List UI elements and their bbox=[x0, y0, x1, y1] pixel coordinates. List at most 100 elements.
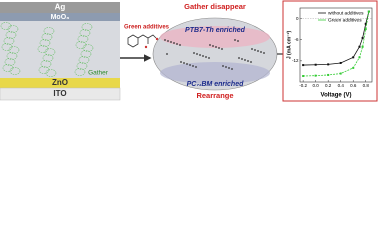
point bbox=[352, 66, 355, 69]
domain bbox=[9, 67, 21, 75]
region-label: PC₇₁BM enriched bbox=[187, 81, 244, 88]
molecule-dot bbox=[202, 55, 204, 57]
molecule-dot bbox=[166, 53, 168, 55]
molecule-dot bbox=[260, 51, 262, 53]
domain bbox=[77, 35, 89, 43]
molecule-dot bbox=[164, 39, 166, 41]
molecule-dot bbox=[247, 60, 249, 62]
molecule-dot bbox=[251, 48, 253, 50]
domain bbox=[78, 56, 90, 64]
graphic: Ag MoO₃ ZnO ITO Gather Green additives G… bbox=[0, 0, 378, 102]
domain bbox=[44, 48, 56, 56]
ito-layer bbox=[0, 87, 121, 101]
point bbox=[361, 45, 364, 48]
molecule-dot bbox=[180, 61, 182, 63]
legend-label: without additives bbox=[328, 10, 364, 16]
domain bbox=[82, 44, 94, 52]
molecule-dot bbox=[170, 41, 172, 43]
chart: -0.2 0.0 0.2 0.4 0.6 0.8 0 -6 -12 Voltage (V) J (m… bbox=[286, 7, 373, 99]
layer-label: Ag bbox=[55, 3, 66, 12]
x-axis-label: Voltage (V) bbox=[321, 93, 352, 99]
donor-region bbox=[160, 26, 270, 48]
domain bbox=[45, 69, 57, 77]
point bbox=[327, 73, 330, 76]
molecule-dot bbox=[231, 68, 233, 70]
point bbox=[364, 28, 367, 31]
molecule-dot bbox=[222, 65, 224, 67]
domain bbox=[76, 62, 88, 70]
y-tick-label: -6 bbox=[294, 37, 298, 42]
blend-domains bbox=[0, 22, 94, 77]
legend-label: Green additives bbox=[328, 17, 362, 23]
point bbox=[358, 45, 361, 48]
molecule-dot bbox=[167, 40, 169, 42]
molecule-dot bbox=[218, 47, 220, 49]
molecule-dot bbox=[221, 48, 223, 50]
moo3-layer bbox=[0, 13, 120, 21]
molecule-dot bbox=[212, 45, 214, 47]
x-tick-label: 0.4 bbox=[338, 83, 345, 88]
acceptor-region bbox=[160, 62, 270, 84]
molecule-dot bbox=[225, 66, 227, 68]
layer-label: ZnO bbox=[52, 78, 68, 87]
molecule bbox=[127, 34, 159, 49]
molecule-dot bbox=[186, 63, 188, 65]
domain bbox=[42, 54, 54, 62]
y-tick-label: -12 bbox=[292, 58, 299, 63]
domain bbox=[4, 58, 16, 66]
additive-label: Green additives bbox=[124, 25, 170, 31]
molecule-dot bbox=[241, 58, 243, 60]
molecule-dot bbox=[205, 56, 207, 58]
molecule-dot bbox=[250, 61, 252, 63]
point bbox=[364, 22, 367, 25]
molecule-dot bbox=[209, 44, 211, 46]
molecule-dot bbox=[208, 57, 210, 59]
ag-layer bbox=[0, 2, 120, 13]
domain bbox=[43, 27, 55, 35]
x-tick-label: 0.8 bbox=[363, 83, 370, 88]
molecule-dot bbox=[193, 52, 195, 54]
molecule-dot bbox=[173, 42, 175, 44]
domain bbox=[40, 60, 52, 68]
x-tick-label: 0.6 bbox=[350, 83, 357, 88]
domain bbox=[41, 33, 53, 41]
point bbox=[327, 63, 330, 66]
molecule-dot bbox=[254, 49, 256, 51]
layer-label: MoO₃ bbox=[51, 14, 70, 21]
molecule-dot bbox=[238, 57, 240, 59]
x-tick-label: 0.2 bbox=[325, 83, 332, 88]
molecule-dot bbox=[257, 50, 259, 52]
molecule-dot bbox=[244, 59, 246, 61]
y-axis-label: J (mA cm⁻²) bbox=[286, 31, 292, 60]
molecule-dot bbox=[196, 53, 198, 55]
molecule-dot bbox=[195, 66, 197, 68]
molecule-dot bbox=[237, 40, 239, 42]
domain bbox=[8, 46, 20, 54]
point bbox=[302, 75, 305, 78]
point bbox=[339, 61, 342, 64]
domain bbox=[7, 25, 19, 33]
molecule-dot bbox=[176, 43, 178, 45]
point bbox=[352, 56, 355, 59]
point bbox=[314, 74, 317, 77]
domain bbox=[3, 37, 15, 45]
x-tick-label: -0.2 bbox=[299, 83, 307, 88]
molecule-dot bbox=[228, 67, 230, 69]
point bbox=[361, 36, 364, 39]
zno-layer bbox=[0, 78, 120, 88]
domain bbox=[5, 31, 17, 39]
domain bbox=[74, 68, 86, 76]
molecule-dot bbox=[215, 46, 217, 48]
domain bbox=[39, 39, 51, 47]
y-tick-label: 0 bbox=[296, 16, 299, 21]
morphology-caption: Rearrange bbox=[196, 91, 233, 100]
molecule-dot bbox=[192, 65, 194, 67]
point bbox=[339, 72, 342, 75]
molecule-dot bbox=[263, 52, 265, 54]
point bbox=[314, 63, 317, 66]
molecule-dot bbox=[199, 54, 201, 56]
blend-layer bbox=[0, 21, 120, 78]
morphology-title: Gather disappear bbox=[184, 2, 246, 11]
point bbox=[358, 56, 361, 59]
domain bbox=[79, 29, 91, 37]
